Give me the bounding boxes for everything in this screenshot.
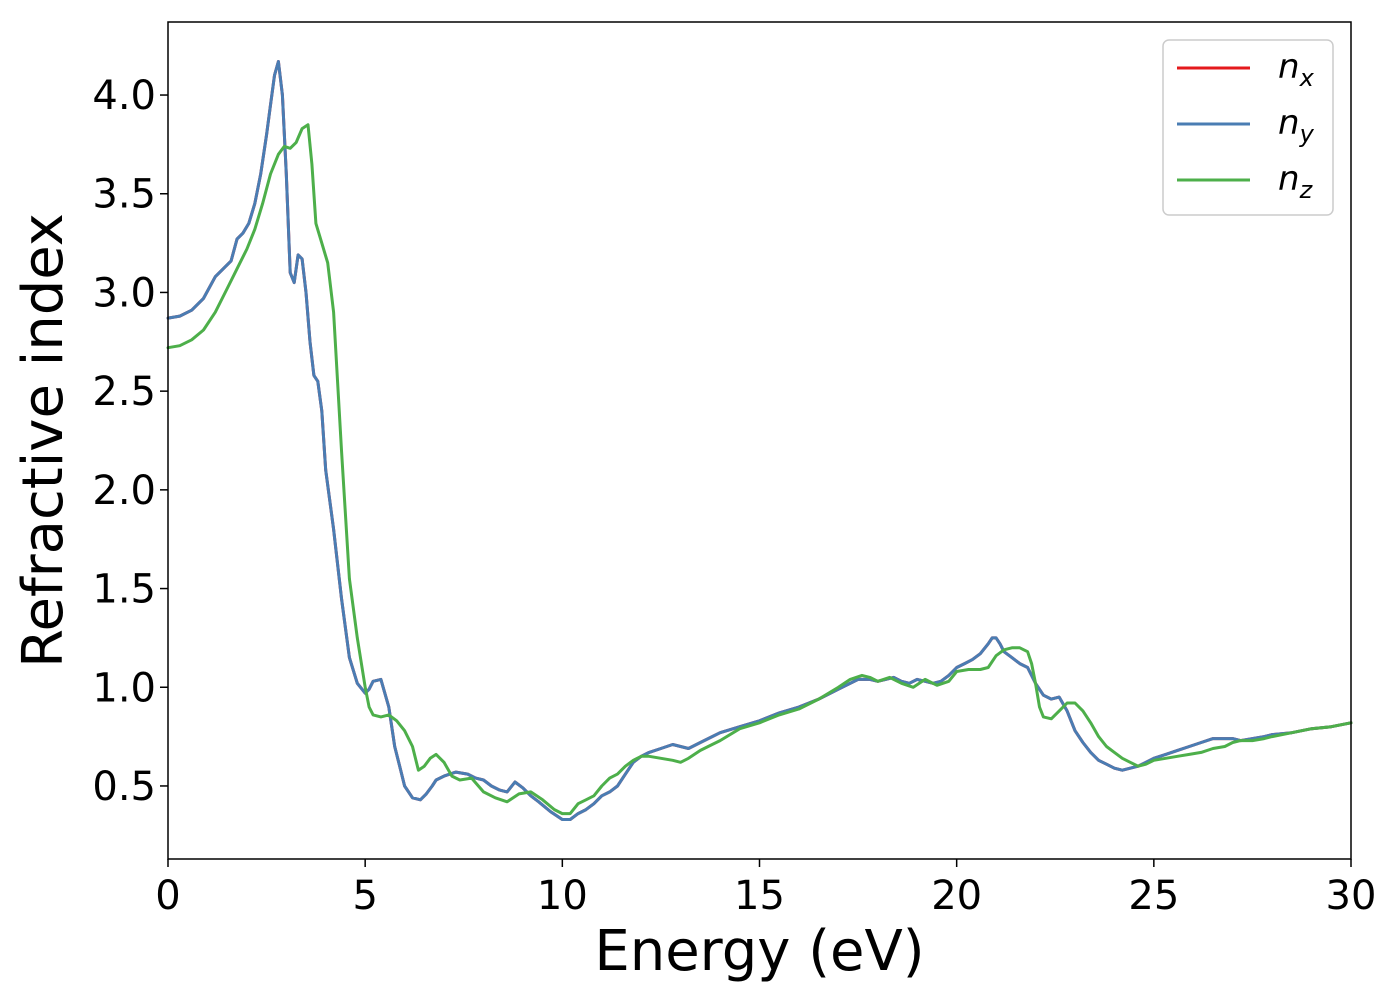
x-tick-label: 15 <box>734 873 785 919</box>
y-tick-label: 1.0 <box>92 665 156 711</box>
x-tick-label: 20 <box>931 873 982 919</box>
x-tick-label: 10 <box>537 873 588 919</box>
y-tick-label: 1.5 <box>92 567 156 613</box>
legend: nx ny nz <box>1162 39 1334 216</box>
ticks-layer: 0 5 10 15 20 25 30 0.5 1.0 1.5 2.0 2.5 3.0 3.5 4.0 <box>92 73 1376 919</box>
series-line-n-y <box>166 60 1353 821</box>
series-layer <box>166 60 1353 821</box>
x-tick-label: 25 <box>1128 873 1179 919</box>
y-tick-label: 2.5 <box>92 369 156 415</box>
y-tick-label: 0.5 <box>92 764 156 810</box>
x-tick-label: 0 <box>155 873 180 919</box>
x-tick-label: 5 <box>352 873 377 919</box>
y-tick-label: 4.0 <box>92 73 156 119</box>
legend-label-n-x: nx <box>1278 47 1315 92</box>
y-axis-label: Refractive index <box>11 213 76 668</box>
y-tick-label: 3.5 <box>92 172 156 218</box>
legend-label-n-z: nz <box>1278 159 1314 204</box>
legend-label-n-y: ny <box>1278 103 1315 148</box>
y-tick-label: 2.0 <box>92 468 156 514</box>
legend-box <box>1162 39 1334 216</box>
y-tick-label: 3.0 <box>92 270 156 316</box>
series-line-n-z <box>166 123 1353 816</box>
x-tick-label: 30 <box>1326 873 1377 919</box>
x-axis-label: Energy (eV) <box>594 919 924 984</box>
